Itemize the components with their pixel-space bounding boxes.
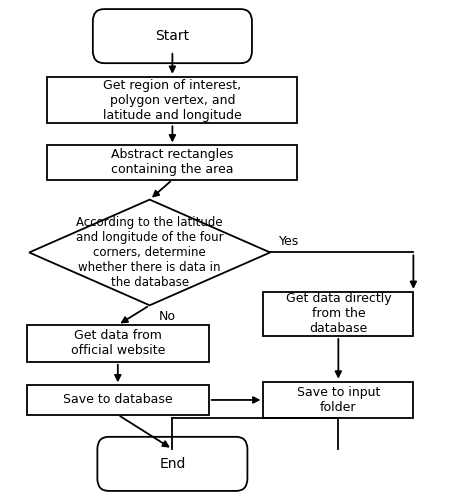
Text: Yes: Yes (279, 234, 300, 248)
Text: Get data directly
from the
database: Get data directly from the database (286, 292, 391, 336)
Text: End: End (159, 457, 186, 471)
FancyBboxPatch shape (93, 9, 252, 63)
Text: Abstract rectangles
containing the area: Abstract rectangles containing the area (111, 148, 234, 176)
Text: Get data from
official website: Get data from official website (71, 330, 165, 357)
Text: No: No (159, 310, 176, 323)
Bar (47, 146, 297, 180)
Bar (27, 325, 209, 362)
Bar (263, 382, 413, 418)
Text: Save to input
folder: Save to input folder (297, 386, 380, 414)
Text: According to the latitude
and longitude of the four
corners, determine
whether t: According to the latitude and longitude … (76, 216, 224, 289)
Bar (47, 76, 297, 124)
Text: Start: Start (155, 29, 189, 43)
Polygon shape (29, 200, 270, 306)
Bar (263, 292, 413, 336)
FancyBboxPatch shape (97, 437, 247, 491)
Text: Save to database: Save to database (63, 394, 173, 406)
Bar (27, 385, 209, 414)
Text: Get region of interest,
polygon vertex, and
latitude and longitude: Get region of interest, polygon vertex, … (103, 78, 242, 122)
